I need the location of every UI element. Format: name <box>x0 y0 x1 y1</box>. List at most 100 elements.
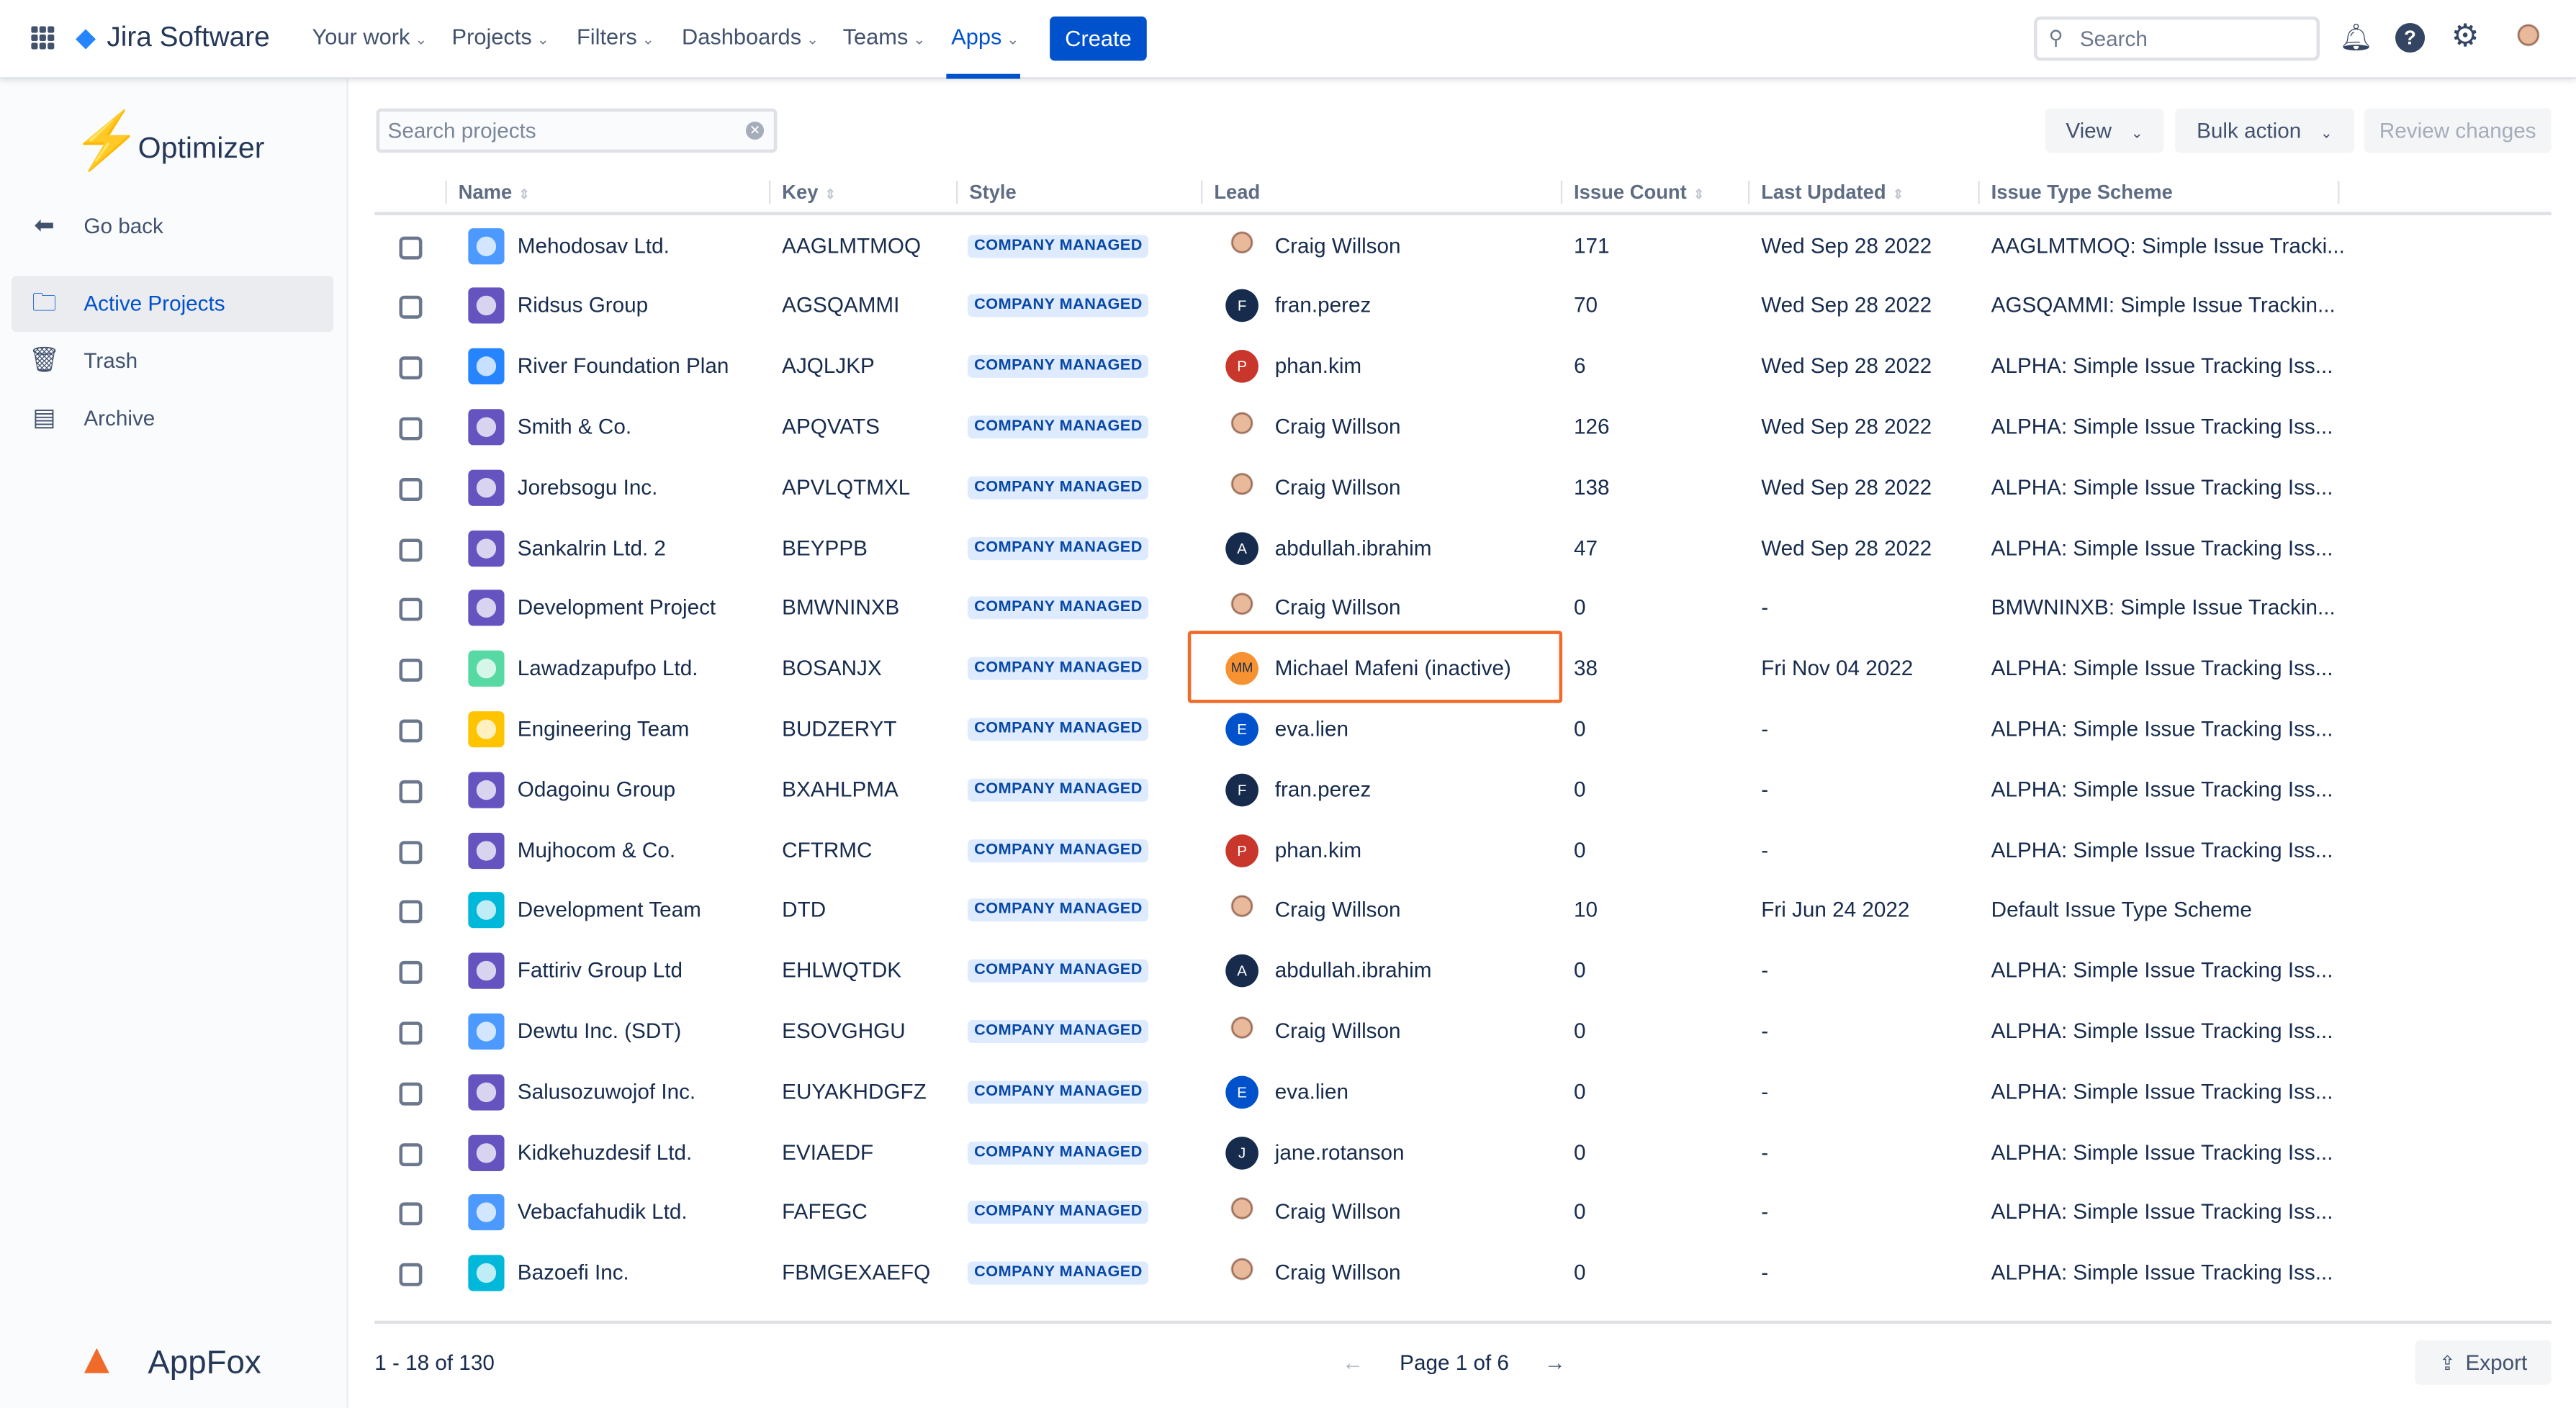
row-checkbox[interactable] <box>399 719 423 743</box>
row-checkbox[interactable] <box>399 1203 423 1226</box>
row-checkbox[interactable] <box>399 901 423 924</box>
lead-name[interactable]: Craig Willson <box>1274 1199 1401 1224</box>
project-key: AJQLJKP <box>782 353 875 379</box>
lead-name[interactable]: Craig Willson <box>1274 595 1401 620</box>
product-name[interactable]: Jira Software <box>107 21 270 53</box>
project-name[interactable]: Vebacfahudik Ltd. <box>517 1199 688 1224</box>
view-dropdown-button[interactable]: View ⌄ <box>2045 108 2164 153</box>
column-header-issue-count[interactable]: Issue Count ⇕ <box>1574 181 1704 204</box>
project-name[interactable]: Jorebsogu Inc. <box>517 474 658 499</box>
user-avatar[interactable] <box>2510 21 2546 58</box>
project-name[interactable]: Mehodosav Ltd. <box>517 232 670 258</box>
column-header-lead[interactable]: Lead <box>1214 181 1260 204</box>
create-button[interactable]: Create <box>1050 16 1147 61</box>
export-button[interactable]: ⇪ Export <box>2415 1340 2552 1385</box>
sidebar-item-go-back[interactable]: ⬅ Go back <box>12 199 333 255</box>
row-checkbox[interactable] <box>399 417 423 441</box>
project-name[interactable]: Lawadzapufpo Ltd. <box>517 655 698 680</box>
lead-name[interactable]: fran.perez <box>1274 292 1372 318</box>
lead-name[interactable]: Craig Willson <box>1274 1018 1401 1043</box>
project-name[interactable]: Ridsus Group <box>517 292 649 318</box>
lead-name[interactable]: Michael Mafeni (inactive) <box>1274 655 1511 680</box>
row-checkbox[interactable] <box>399 538 423 561</box>
lead-avatar: P <box>1225 834 1258 867</box>
lead-name[interactable]: phan.kim <box>1274 353 1362 379</box>
sidebar-item-archive[interactable]: ▤ Archive <box>12 391 333 447</box>
row-checkbox[interactable] <box>399 1021 423 1045</box>
row-checkbox[interactable] <box>399 840 423 864</box>
lead-name[interactable]: eva.lien <box>1274 716 1349 741</box>
lead-name[interactable]: phan.kim <box>1274 836 1362 862</box>
nav-your-work[interactable]: Your work ⌄ <box>312 24 428 49</box>
row-checkbox[interactable] <box>399 659 423 682</box>
row-checkbox[interactable] <box>399 1082 423 1106</box>
column-header-issue-type-scheme[interactable]: Issue Type Scheme <box>1991 181 2173 204</box>
column-header-style[interactable]: Style <box>969 181 1016 204</box>
project-name[interactable]: Sankalrin Ltd. 2 <box>517 534 666 559</box>
project-name[interactable]: Bazoefi Inc. <box>517 1260 629 1285</box>
search-projects-input[interactable]: Search projects ✕ <box>376 108 778 153</box>
lead-name[interactable]: Craig Willson <box>1274 897 1401 922</box>
project-name[interactable]: Engineering Team <box>517 716 690 741</box>
row-checkbox[interactable] <box>399 296 423 320</box>
settings-gear-icon[interactable]: ⚙ <box>2451 19 2480 55</box>
row-checkbox[interactable] <box>399 356 423 380</box>
project-name[interactable]: Smith & Co. <box>517 413 632 439</box>
project-name[interactable]: Fattiriv Group Ltd <box>517 957 683 983</box>
nav-projects[interactable]: Projects ⌄ <box>452 24 549 49</box>
project-name[interactable]: Odagoinu Group <box>517 776 676 801</box>
lead-name[interactable]: eva.lien <box>1274 1078 1349 1104</box>
nav-filters[interactable]: Filters ⌄ <box>577 24 654 49</box>
project-name[interactable]: Dewtu Inc. (SDT) <box>517 1018 682 1043</box>
lead-name[interactable]: fran.perez <box>1274 776 1372 801</box>
table-row: Development Project BMWNINXB COMPANY MANAG… <box>374 579 2552 638</box>
column-header-key[interactable]: Key ⇕ <box>782 181 836 204</box>
nav-apps[interactable]: Apps ⌄ <box>951 24 1019 49</box>
lead-name[interactable]: Craig Willson <box>1274 474 1401 499</box>
nav-teams[interactable]: Teams ⌄ <box>843 24 926 49</box>
project-name[interactable]: Development Team <box>517 897 701 922</box>
project-name[interactable]: River Foundation Plan <box>517 353 729 379</box>
sidebar-item-active-projects[interactable]: 🗀 Active Projects <box>11 276 334 332</box>
row-checkbox[interactable] <box>399 961 423 985</box>
project-key: ESOVGHGU <box>782 1018 906 1043</box>
column-header-label: Name <box>458 181 513 204</box>
row-checkbox[interactable] <box>399 1142 423 1166</box>
review-changes-button[interactable]: Review changes <box>2364 108 2552 153</box>
prev-page-arrow-icon[interactable]: ← <box>1342 1350 1364 1375</box>
notifications-bell-icon[interactable]: 🔔︎ <box>2339 24 2373 53</box>
row-checkbox[interactable] <box>399 1263 423 1286</box>
lead-name[interactable]: jane.rotanson <box>1274 1139 1405 1164</box>
issue-type-scheme: ALPHA: Simple Issue Tracking Iss... <box>1991 413 2333 439</box>
row-checkbox[interactable] <box>399 235 423 259</box>
style-badge: COMPANY MANAGED <box>968 1261 1149 1285</box>
column-header-last-updated[interactable]: Last Updated ⇕ <box>1761 181 1904 204</box>
lead-name[interactable]: Craig Willson <box>1274 1260 1401 1285</box>
clear-search-icon[interactable]: ✕ <box>745 121 765 140</box>
column-header-name[interactable]: Name ⇕ <box>459 181 530 204</box>
folder-icon: 🗀 <box>32 289 57 317</box>
issue-type-scheme: Default Issue Type Scheme <box>1991 897 2252 922</box>
next-page-arrow-icon[interactable]: → <box>1544 1350 1566 1375</box>
project-name[interactable]: Kidkehuzdesif Ltd. <box>517 1139 693 1164</box>
issue-count: 0 <box>1574 1199 1586 1224</box>
project-name[interactable]: Development Project <box>517 595 716 620</box>
help-icon[interactable]: ? <box>2395 22 2426 53</box>
row-checkbox[interactable] <box>399 598 423 622</box>
lead-name[interactable]: Craig Willson <box>1274 413 1401 439</box>
row-checkbox[interactable] <box>399 780 423 803</box>
global-search-input[interactable]: ⚲ Search <box>2033 16 2320 61</box>
sidebar-item-trash[interactable]: 🗑 Trash <box>12 333 333 389</box>
lead-name[interactable]: abdullah.ibrahim <box>1274 957 1432 983</box>
lead-name[interactable]: Craig Willson <box>1274 232 1401 258</box>
row-checkbox[interactable] <box>399 477 423 501</box>
project-avatar-icon <box>468 831 505 868</box>
project-name[interactable]: Mujhocom & Co. <box>517 836 676 862</box>
app-switcher-icon[interactable] <box>31 26 55 50</box>
table-row: River Foundation Plan AJQLJKP COMPANY MANA… <box>374 337 2552 396</box>
project-name[interactable]: Salusozuwojof Inc. <box>517 1078 696 1104</box>
nav-dashboards[interactable]: Dashboards ⌄ <box>682 24 819 49</box>
style-badge: COMPANY MANAGED <box>968 777 1149 801</box>
lead-name[interactable]: abdullah.ibrahim <box>1274 534 1432 559</box>
bulk-action-dropdown-button[interactable]: Bulk action ⌄ <box>2175 108 2354 153</box>
